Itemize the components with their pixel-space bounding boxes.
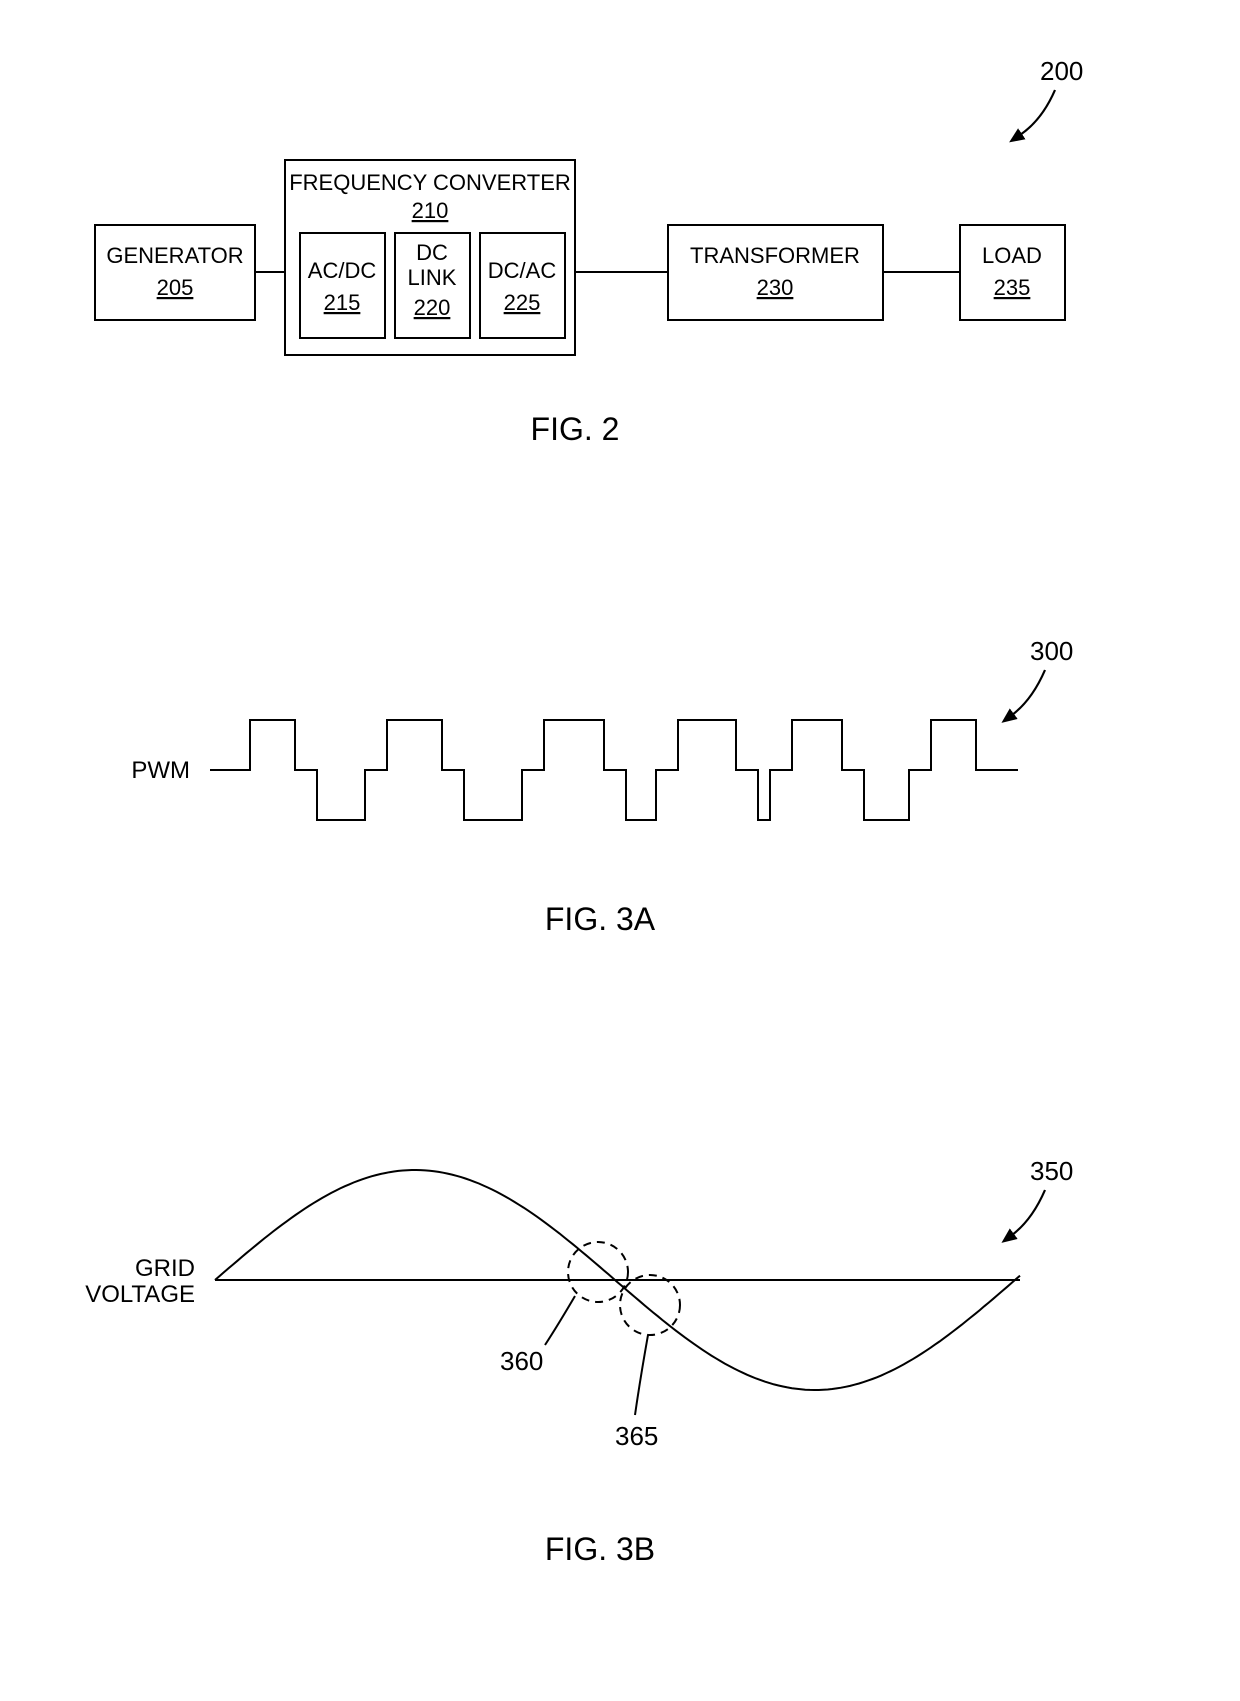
dcac-box [480,233,565,338]
load-box [960,225,1065,320]
fig3a: 300 PWM FIG. 3A [131,636,1073,937]
leader-365 [635,1335,648,1415]
transformer-ref: 230 [757,275,794,300]
load-label: LOAD [982,243,1042,268]
voltage-label: VOLTAGE [85,1281,195,1308]
fig3a-ref: 300 [1030,636,1073,666]
transformer-box [668,225,883,320]
pwm-waveform [210,720,1018,820]
generator-box [95,225,255,320]
generator-label: GENERATOR [106,243,243,268]
load-ref: 235 [994,275,1031,300]
fig2-ref: 200 [1040,56,1083,86]
dclink-ref: 220 [414,295,451,320]
dcac-label: DC/AC [488,258,557,283]
acdc-box [300,233,385,338]
label-365: 365 [615,1421,658,1451]
fig3b: 350 GRID VOLTAGE 360 365 FIG. 3B [85,1156,1073,1567]
fig3b-ref: 350 [1030,1156,1073,1186]
dcac-ref: 225 [504,290,541,315]
callout-360-circle [568,1242,628,1302]
converter-ref: 210 [412,198,449,223]
fig2-ref-leader [1020,90,1055,135]
acdc-ref: 215 [324,290,361,315]
generator-ref: 205 [157,275,194,300]
fig3a-caption: FIG. 3A [545,901,656,937]
grid-label: GRID [135,1255,195,1282]
dclink-label1: DC [416,240,448,265]
converter-label: FREQUENCY CONVERTER [289,170,571,195]
leader-360 [545,1296,575,1345]
pwm-label: PWM [131,757,190,784]
label-360: 360 [500,1346,543,1376]
fig3b-ref-leader [1012,1190,1045,1235]
dclink-label2: LINK [408,265,457,290]
fig2-caption: FIG. 2 [531,411,620,447]
fig3a-ref-leader [1012,670,1045,715]
fig2: 200 GENERATOR 205 FREQUENCY CONVERTER 21… [95,56,1083,447]
transformer-label: TRANSFORMER [690,243,860,268]
acdc-label: AC/DC [308,258,377,283]
fig3b-caption: FIG. 3B [545,1531,655,1567]
